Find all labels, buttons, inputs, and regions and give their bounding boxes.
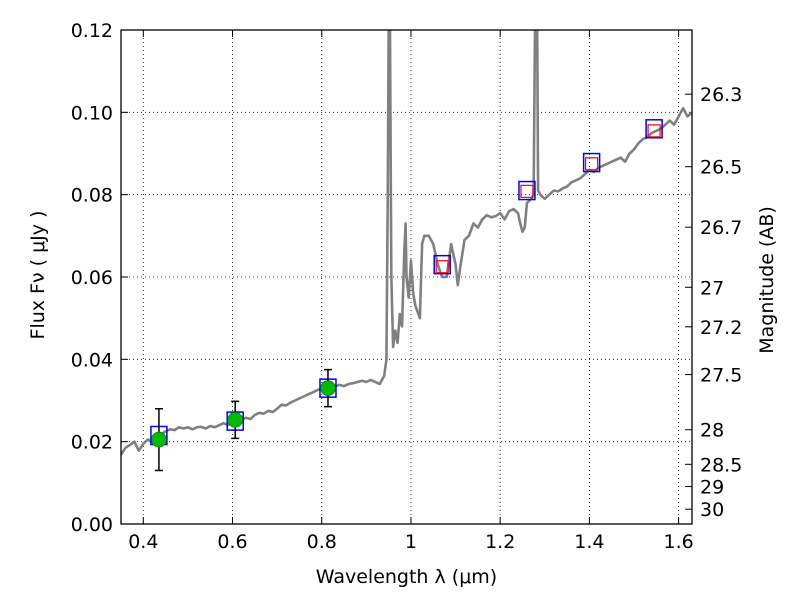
right-tick-label: 29 (700, 477, 724, 499)
x-tick-label: 1.6 (664, 531, 694, 553)
y-tick-label: 0.00 (71, 514, 113, 536)
spectrum-layer (121, 30, 692, 456)
observed-point (320, 380, 336, 396)
photometry-layer (150, 119, 663, 472)
right-tick-label: 27 (700, 277, 724, 299)
y-tick-label: 0.12 (71, 20, 113, 42)
nir-box (647, 124, 661, 138)
y-tick-label: 0.10 (71, 102, 113, 124)
y-axis-label: Flux Fν ( μJy ) (27, 211, 49, 340)
y-tick-label: 0.02 (71, 432, 113, 454)
right-tick-label: 28 (700, 420, 724, 442)
y-axis-left: 0.00 0.02 0.04 0.06 0.08 0.10 0.12 (71, 20, 128, 536)
x-tick-label: 1.2 (485, 531, 515, 553)
y-tick-label: 0.06 (71, 267, 113, 289)
right-tick-label: 27.5 (700, 365, 742, 387)
x-tick-label: 1 (405, 531, 417, 553)
x-axis-label: Wavelength λ (μm) (316, 566, 497, 588)
x-tick-label: 1.4 (574, 531, 604, 553)
nir-box (520, 184, 534, 198)
right-tick-label: 26.7 (700, 217, 742, 239)
model-box (433, 254, 451, 275)
x-tick-label: 0.4 (128, 531, 158, 553)
right-tick-label: 26.5 (700, 157, 742, 179)
spectrum-line (121, 30, 692, 456)
model-box (518, 180, 536, 201)
right-tick-label: 26.3 (700, 84, 742, 106)
x-axis: 0.4 0.6 0.8 1 1.2 1.4 1.6 (128, 30, 694, 553)
observed-point (151, 431, 167, 448)
right-tick-label: 30 (700, 499, 724, 521)
nir-box (585, 157, 599, 171)
right-tick-label: 28.5 (700, 454, 742, 476)
y-tick-label: 0.04 (71, 349, 113, 371)
right-tick-label: 27.2 (700, 317, 742, 339)
nir-box (435, 260, 449, 274)
y-axis-right-label: Magnitude (AB) (756, 206, 778, 354)
model-box (645, 119, 663, 139)
y-tick-label: 0.08 (71, 185, 113, 207)
x-tick-label: 0.6 (217, 531, 247, 553)
model-box (582, 152, 601, 173)
observed-point (227, 412, 243, 428)
x-tick-label: 0.8 (307, 531, 337, 553)
